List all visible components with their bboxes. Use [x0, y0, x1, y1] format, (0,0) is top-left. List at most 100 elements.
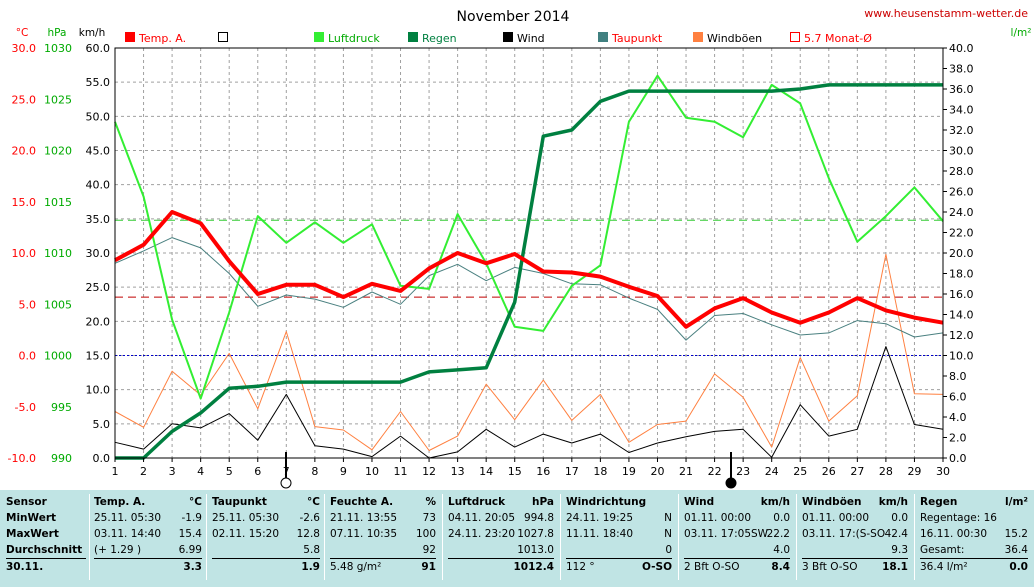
wind-tick-label: 55.0	[86, 76, 111, 89]
luftdruck-unit: hPa	[532, 496, 554, 508]
legend: Temp. A. Luftdruck Regen Wind Taupunkt Windbö…	[125, 32, 872, 45]
rain-tick-label: 28.0	[949, 165, 974, 178]
wind-column: Wind km/h 01.11. 00:00 0.0 03.11. 17:05SW 2…	[684, 494, 790, 582]
rain-tick-label: 38.0	[949, 63, 974, 76]
temp-tick-label: 5.0	[19, 298, 37, 311]
luftdruck-column: Luftdruck hPa 04.11. 20:05 994.8 24.11. 23…	[448, 494, 554, 582]
windrichtung-max: N	[664, 528, 672, 540]
wind-axis-unit: km/h	[79, 27, 106, 39]
rain-tick-label: 24.0	[949, 206, 974, 219]
legend-swatch	[693, 32, 703, 42]
luftdruck-header: Luftdruck	[448, 496, 506, 508]
wind-tick-label: 5.0	[93, 418, 111, 431]
windrichtung-today: O-SO	[642, 561, 672, 573]
series-line-taupunkt	[114, 237, 944, 341]
rain-tick-label: 22.0	[949, 227, 974, 240]
legend-swatch	[503, 32, 513, 42]
row-label-min: MinWert	[6, 512, 57, 524]
rain-tick-label: 26.0	[949, 186, 974, 199]
rain-tick-label: 36.0	[949, 83, 974, 96]
rain-tick-label: 4.0	[949, 411, 967, 424]
feuchte-today-note: 5.48 g/m²	[330, 561, 382, 573]
temp-tick-label: 30.0	[12, 42, 37, 55]
series-group	[114, 74, 944, 460]
regen-max: 15.2	[1004, 528, 1028, 540]
temp-min-time: 25.11. 05:30	[94, 512, 161, 524]
pressure-tick-label: 1020	[44, 145, 72, 158]
windrichtung-max-time: 11.11. 18:40	[566, 528, 633, 540]
x-tick-label: 13	[451, 465, 465, 478]
series-line-regen	[115, 83, 943, 460]
series-line-windb-en	[114, 253, 944, 451]
feuchte-max: 100	[415, 528, 436, 540]
rain-axis-unit: l/m²	[1011, 27, 1032, 39]
x-tick-label: 28	[879, 465, 893, 478]
legend-label: Regen	[422, 32, 457, 45]
rain-tick-label: 0.0	[949, 452, 967, 465]
legend-item: Regen	[408, 32, 457, 45]
row-label-max: MaxWert	[6, 528, 59, 540]
taupunkt-column: Taupunkt °C 25.11. 05:30 -2.6 02.11. 15:20…	[212, 494, 320, 582]
taupunkt-header: Taupunkt	[212, 496, 267, 508]
summary-panel: Sensor MinWert MaxWert Durchschnitt 30.1…	[0, 490, 1034, 587]
temp-avg-note: (+ 1.29 )	[94, 544, 142, 556]
x-tick-label: 27	[850, 465, 864, 478]
temp-tick-label: 10.0	[12, 247, 37, 260]
weather-symbol-day-23	[725, 452, 737, 489]
x-tick-label: 16	[536, 465, 550, 478]
legend-label: Wind	[517, 32, 545, 45]
series-line-wind	[114, 346, 944, 459]
pressure-axis-unit: hPa	[48, 27, 67, 39]
regen-total-label: Gesamt:	[920, 544, 965, 556]
wind-tick-label: 20.0	[86, 315, 111, 328]
feuchte-unit: %	[425, 496, 436, 508]
windboeen-max: 42.4	[884, 528, 908, 540]
temp-axis-unit: °C	[16, 27, 29, 39]
wind-tick-label: 35.0	[86, 213, 111, 226]
legend-swatch	[790, 32, 800, 42]
x-tick-label: 15	[508, 465, 522, 478]
windrichtung-column: Windrichtung 24.11. 19:25 N 11.11. 18:40 N…	[566, 494, 672, 582]
wind-tick-label: 0.0	[93, 452, 111, 465]
feuchte-column: Feuchte A.% 21.11. 13:55 73 07.11. 10:35 1…	[330, 494, 436, 582]
x-tick-label: 3	[169, 465, 176, 478]
wind-tick-label: 50.0	[86, 110, 111, 123]
legend-item: Wind	[503, 32, 545, 45]
wind-header: Wind	[684, 496, 715, 508]
axes-group: 1234567891011121314151617181920212223242…	[8, 42, 974, 478]
rain-tick-label: 20.0	[949, 247, 974, 260]
regen-column: Regen l/m² Regentage: 16 16.11. 00:30 15.2…	[920, 494, 1028, 582]
rain-tick-label: 30.0	[949, 145, 974, 158]
pressure-tick-label: 990	[51, 452, 72, 465]
regen-max-time: 16.11. 00:30	[920, 528, 987, 540]
row-labels: Sensor MinWert MaxWert Durchschnitt 30.1…	[6, 494, 86, 582]
temp-tick-label: 15.0	[12, 196, 37, 209]
pressure-tick-label: 1015	[44, 196, 72, 209]
temp-column: Temp. A. °C 25.11. 05:30 -1.9 03.11. 14:40…	[94, 494, 202, 582]
x-tick-label: 30	[936, 465, 950, 478]
rain-tick-label: 10.0	[949, 350, 974, 363]
series-line-temp-a-	[114, 210, 944, 329]
row-label-today: 30.11.	[6, 558, 86, 575]
rain-tick-label: 16.0	[949, 288, 974, 301]
pressure-tick-label: 1025	[44, 93, 72, 106]
taupunkt-today: 1.9	[301, 561, 320, 573]
temp-tick-label: 25.0	[12, 93, 37, 106]
windboeen-min: 0.0	[891, 512, 908, 524]
x-tick-label: 22	[708, 465, 722, 478]
rain-tick-label: 8.0	[949, 370, 967, 383]
wind-min: 0.0	[773, 512, 790, 524]
windboeen-max-time: 03.11. 17:(S-SO	[802, 528, 886, 540]
windboeen-header: Windböen	[802, 496, 862, 508]
wind-max: 22.2	[766, 528, 790, 540]
taupunkt-max-time: 02.11. 15:20	[212, 528, 279, 540]
feuchte-avg: 92	[422, 544, 436, 556]
site-url: www.heusenstamm-wetter.de	[864, 7, 1028, 20]
wind-tick-label: 30.0	[86, 247, 111, 260]
legend-swatch	[314, 32, 324, 42]
x-tick-label: 10	[365, 465, 379, 478]
luftdruck-min: 994.8	[523, 512, 554, 524]
feuchte-max-time: 07.11. 10:35	[330, 528, 397, 540]
windboeen-avg: 9.3	[891, 544, 908, 556]
luftdruck-max: 1027.8	[517, 528, 554, 540]
